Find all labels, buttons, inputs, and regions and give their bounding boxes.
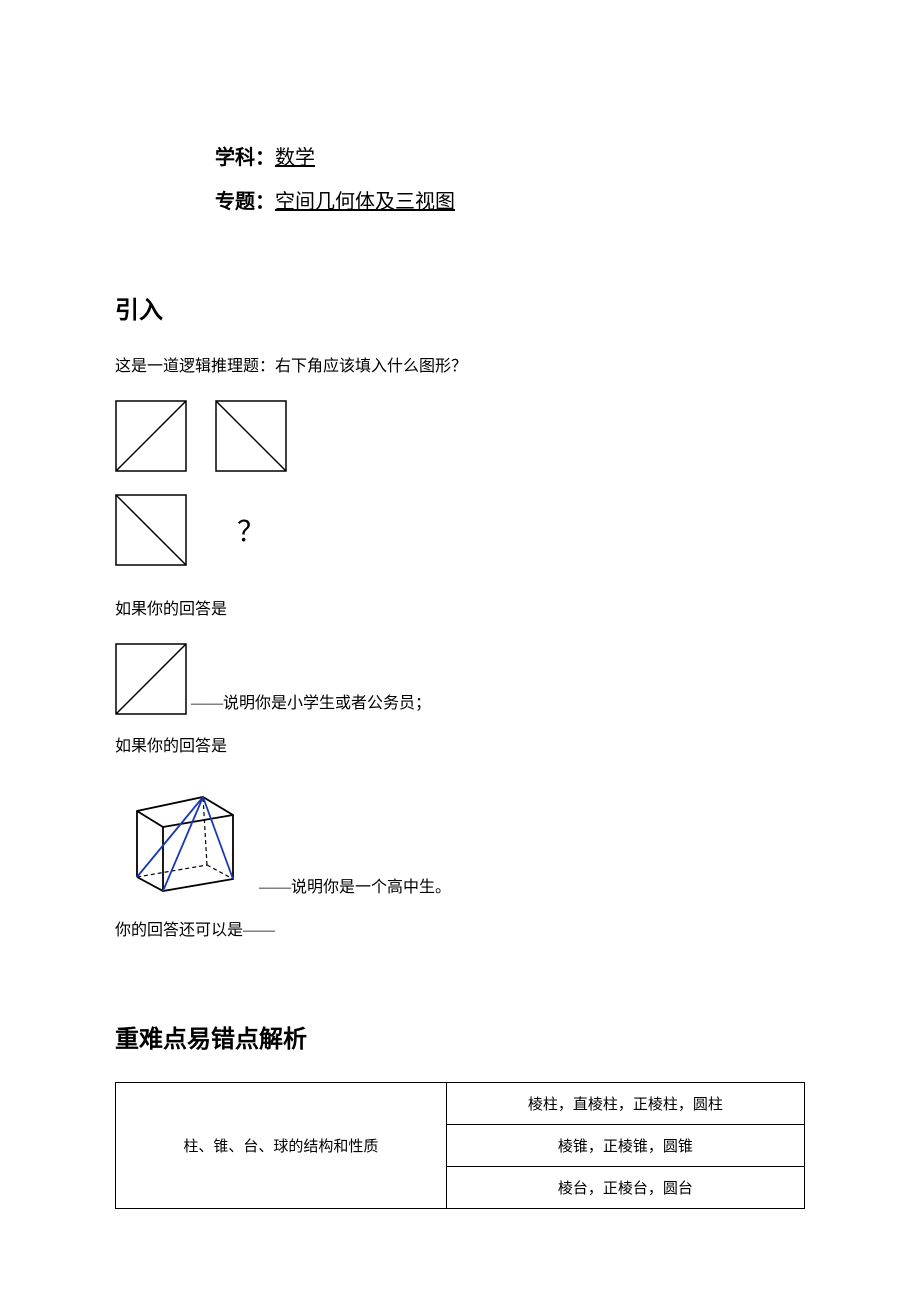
puzzle-grid: ？ (115, 400, 805, 566)
puzzle-cell-2-diag-down (215, 400, 287, 472)
analysis-heading: 重难点易错点解析 (115, 1019, 805, 1054)
topic-label: 专题： (215, 191, 275, 213)
if-answer-2: 如果你的回答是 (115, 733, 805, 762)
subject-value: 数学 (275, 147, 315, 169)
analysis-table: 柱、锥、台、球的结构和性质 棱柱，直棱柱，正棱柱，圆柱 棱锥，正棱锥，圆锥 棱台… (115, 1082, 805, 1209)
table-row-2: 棱锥，正棱锥，圆锥 (446, 1125, 804, 1167)
if-answer-1: 如果你的回答是 (115, 596, 805, 625)
answer-2-cube (115, 779, 255, 899)
table-row-3: 棱台，正棱台，圆台 (446, 1167, 804, 1209)
open-ended: 你的回答还可以是—— (115, 917, 805, 946)
puzzle-cell-3-diag-down (115, 494, 187, 566)
answer-1-note: ——说明你是小学生或者公务员； (191, 689, 431, 713)
topic-value: 空间几何体及三视图 (275, 191, 455, 213)
intro-question: 这是一道逻辑推理题：右下角应该填入什么图形？ (115, 353, 805, 382)
table-row-1: 棱柱，直棱柱，正棱柱，圆柱 (446, 1083, 804, 1125)
table-left-cell: 柱、锥、台、球的结构和性质 (116, 1083, 447, 1209)
answer-2-note: ——说明你是一个高中生。 (259, 873, 451, 897)
subject-label: 学科： (215, 147, 275, 169)
puzzle-cell-1-diag-up (115, 400, 187, 472)
puzzle-cell-4-question: ？ (215, 494, 287, 566)
answer-1-square (115, 643, 187, 715)
intro-heading: 引入 (115, 290, 805, 325)
